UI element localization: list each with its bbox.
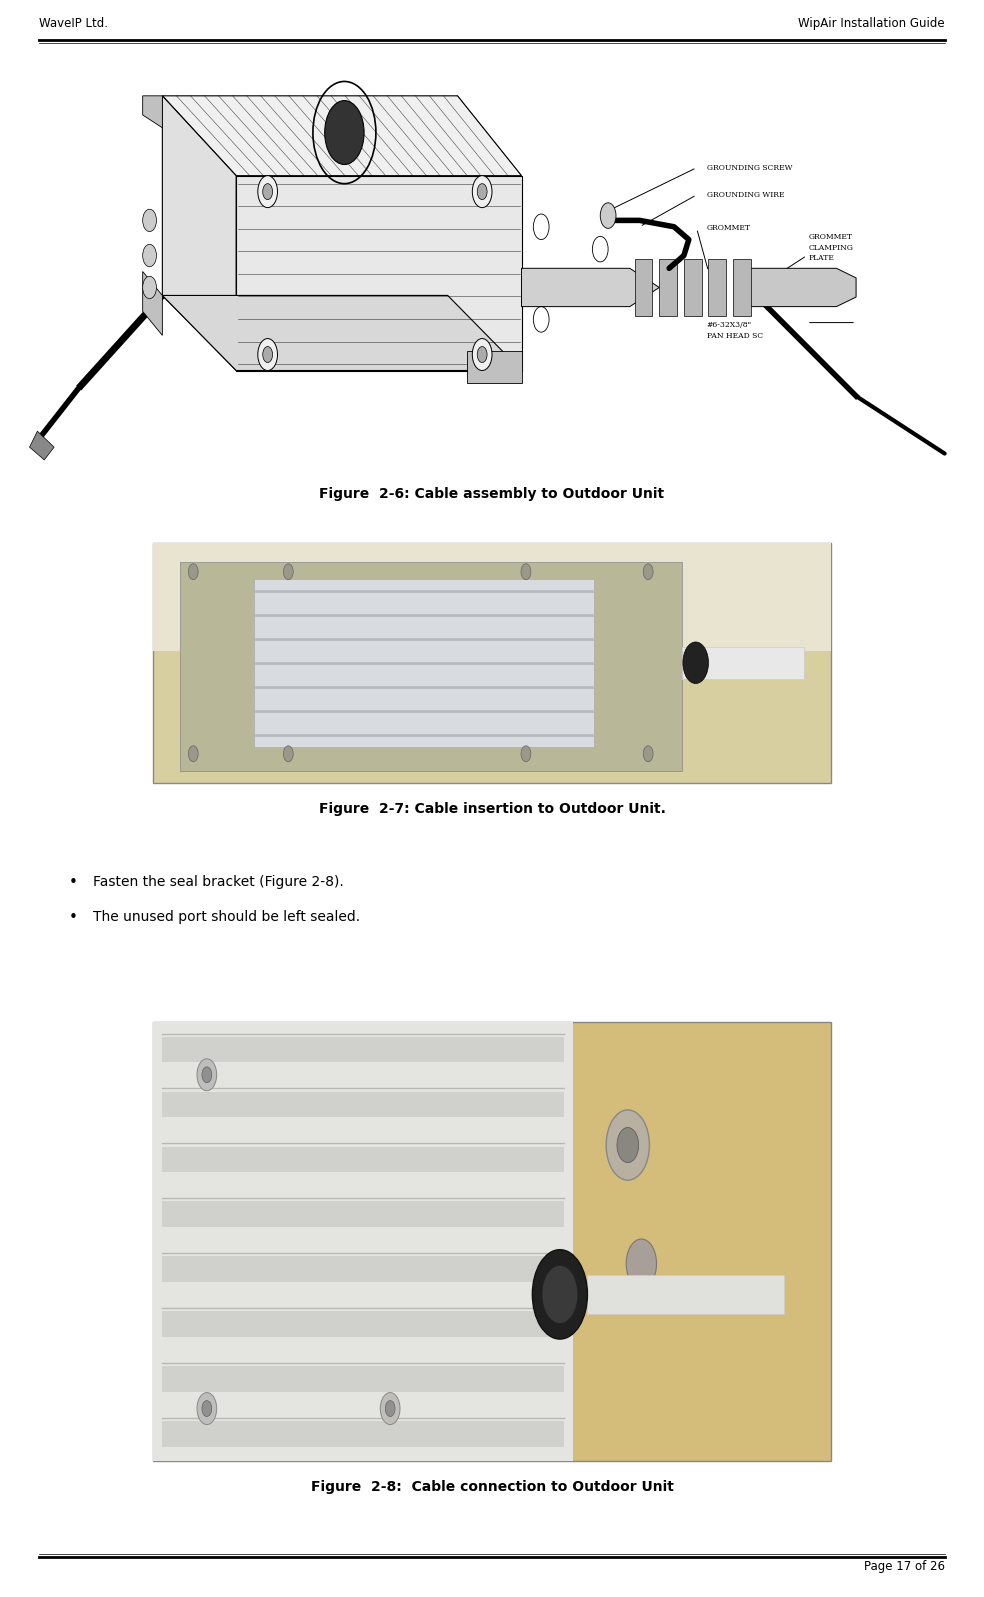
Circle shape <box>202 1401 212 1417</box>
Polygon shape <box>467 351 522 383</box>
Polygon shape <box>659 259 677 316</box>
Text: Figure  2-6: Cable assembly to Outdoor Unit: Figure 2-6: Cable assembly to Outdoor Un… <box>320 487 664 501</box>
Circle shape <box>143 276 156 299</box>
Polygon shape <box>30 431 54 460</box>
Circle shape <box>385 1401 395 1417</box>
Circle shape <box>532 1249 587 1338</box>
Text: GROMMET: GROMMET <box>707 224 751 233</box>
Circle shape <box>477 184 487 200</box>
Circle shape <box>263 347 273 363</box>
Text: •: • <box>69 910 78 925</box>
FancyBboxPatch shape <box>59 67 954 463</box>
FancyBboxPatch shape <box>162 1201 564 1226</box>
FancyBboxPatch shape <box>162 1421 564 1447</box>
FancyBboxPatch shape <box>162 1092 564 1118</box>
Polygon shape <box>684 259 702 316</box>
Text: GROUNDING SCREW: GROUNDING SCREW <box>707 163 792 172</box>
Circle shape <box>258 176 277 208</box>
Circle shape <box>522 746 530 762</box>
Polygon shape <box>143 96 162 128</box>
Circle shape <box>626 1239 656 1289</box>
Circle shape <box>143 244 156 267</box>
FancyBboxPatch shape <box>180 562 682 771</box>
Circle shape <box>197 1393 216 1425</box>
Circle shape <box>380 1393 400 1425</box>
FancyBboxPatch shape <box>162 1257 564 1282</box>
Text: Figure  2-7: Cable insertion to Outdoor Unit.: Figure 2-7: Cable insertion to Outdoor U… <box>319 802 665 816</box>
Circle shape <box>188 746 198 762</box>
Text: WaveIP Ltd.: WaveIP Ltd. <box>39 18 108 30</box>
Circle shape <box>258 339 277 371</box>
Circle shape <box>683 642 708 684</box>
FancyBboxPatch shape <box>162 1365 564 1391</box>
Circle shape <box>606 1110 649 1180</box>
Text: GROMMET
CLAMPING
PLATE: GROMMET CLAMPING PLATE <box>809 233 854 262</box>
FancyBboxPatch shape <box>153 1022 831 1461</box>
Circle shape <box>283 564 293 580</box>
FancyBboxPatch shape <box>587 1274 784 1313</box>
Circle shape <box>472 339 492 371</box>
Text: Figure  2-8:  Cable connection to Outdoor Unit: Figure 2-8: Cable connection to Outdoor … <box>311 1480 673 1495</box>
Circle shape <box>644 746 653 762</box>
Text: The unused port should be left sealed.: The unused port should be left sealed. <box>93 910 360 925</box>
Polygon shape <box>162 96 236 371</box>
Polygon shape <box>236 176 522 371</box>
Text: Fasten the seal bracket (Figure 2-8).: Fasten the seal bracket (Figure 2-8). <box>93 875 344 890</box>
Circle shape <box>197 1059 216 1091</box>
Polygon shape <box>748 268 856 307</box>
Text: WipAir Installation Guide: WipAir Installation Guide <box>798 18 945 30</box>
FancyBboxPatch shape <box>153 543 831 652</box>
Circle shape <box>644 564 653 580</box>
Polygon shape <box>733 259 751 316</box>
Polygon shape <box>143 271 162 335</box>
Circle shape <box>522 564 530 580</box>
Circle shape <box>542 1265 578 1324</box>
FancyBboxPatch shape <box>153 543 831 783</box>
Text: GROUNDING WIRE: GROUNDING WIRE <box>707 190 784 200</box>
FancyBboxPatch shape <box>153 1022 574 1461</box>
Circle shape <box>143 209 156 232</box>
Polygon shape <box>522 268 659 307</box>
Circle shape <box>477 347 487 363</box>
Circle shape <box>472 176 492 208</box>
Circle shape <box>202 1067 212 1083</box>
Polygon shape <box>635 259 652 316</box>
FancyBboxPatch shape <box>254 580 593 747</box>
Text: Page 17 of 26: Page 17 of 26 <box>864 1560 945 1573</box>
Polygon shape <box>162 295 522 371</box>
Polygon shape <box>162 96 522 176</box>
FancyBboxPatch shape <box>162 1311 564 1337</box>
Text: #6-32X3/8"
PAN HEAD SC: #6-32X3/8" PAN HEAD SC <box>707 321 763 340</box>
FancyBboxPatch shape <box>162 1036 564 1062</box>
FancyBboxPatch shape <box>162 1147 564 1172</box>
Circle shape <box>600 203 616 228</box>
Circle shape <box>263 184 273 200</box>
Circle shape <box>617 1127 639 1163</box>
Circle shape <box>283 746 293 762</box>
FancyBboxPatch shape <box>682 647 804 679</box>
Circle shape <box>325 101 364 164</box>
Circle shape <box>188 564 198 580</box>
Polygon shape <box>708 259 726 316</box>
Text: •: • <box>69 875 78 890</box>
